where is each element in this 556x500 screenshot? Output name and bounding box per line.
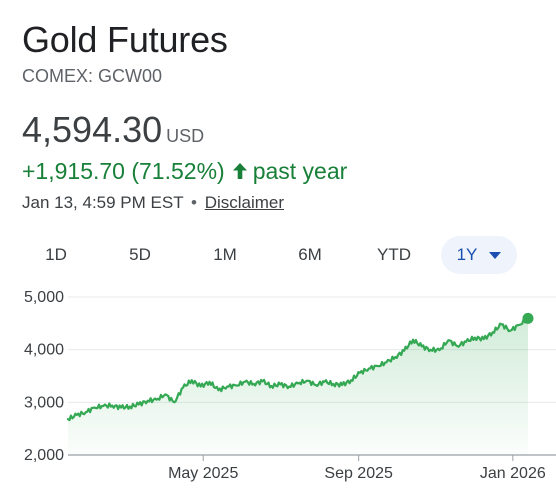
data-point	[508, 329, 512, 333]
range-tabs: 1D 5D 1M 6M YTD 1Y	[0, 236, 556, 276]
arrow-up-icon	[232, 162, 248, 180]
data-point	[455, 344, 459, 348]
data-point	[199, 385, 203, 389]
data-point	[393, 355, 397, 359]
current-price: 4,594.30	[22, 109, 163, 150]
data-point	[402, 349, 406, 353]
data-point	[287, 385, 291, 389]
data-point	[137, 402, 141, 406]
change-period-label: past year	[252, 158, 348, 184]
data-point	[208, 380, 212, 384]
data-point	[482, 337, 486, 341]
data-point	[438, 348, 442, 352]
data-point	[464, 340, 468, 344]
tab-1m[interactable]: 1M	[213, 245, 237, 264]
data-point	[75, 413, 79, 417]
x-tick-label: Jan 2026	[480, 465, 546, 482]
tab-5d[interactable]: 5D	[129, 245, 151, 264]
data-point	[411, 338, 415, 342]
data-point	[296, 381, 300, 385]
x-tick-label: May 2025	[168, 465, 238, 482]
data-point	[146, 399, 150, 403]
data-point	[234, 384, 238, 388]
data-point	[119, 406, 123, 410]
data-point	[163, 392, 167, 396]
tab-1y-label: 1Y	[456, 245, 478, 264]
y-tick-label: 2,000	[24, 447, 64, 464]
data-point	[243, 380, 247, 384]
data-point	[500, 322, 504, 326]
data-point	[155, 398, 159, 402]
data-point	[216, 388, 220, 392]
data-point	[331, 382, 335, 386]
data-point	[252, 382, 256, 386]
data-point	[110, 404, 114, 408]
y-tick-label: 5,000	[24, 289, 64, 306]
data-point	[420, 345, 424, 349]
data-point	[358, 371, 362, 375]
caret-down-icon	[489, 251, 502, 259]
price-chart[interactable]: 5,000 4,000 3,000 2,000 May 2025 Sep 2025 Jan …	[0, 280, 556, 500]
data-point	[446, 338, 450, 342]
data-point	[323, 380, 327, 384]
page-title: Gold Futures	[22, 19, 228, 60]
tab-ytd[interactable]: YTD	[377, 245, 411, 264]
y-tick-label: 3,000	[24, 394, 64, 411]
y-tick-label: 4,000	[24, 342, 64, 359]
price-change-row: +1,915.70 (71.52%) past year	[22, 156, 347, 186]
data-point	[128, 405, 132, 409]
data-point	[190, 378, 194, 382]
latest-price-marker	[522, 312, 534, 324]
data-point	[376, 364, 380, 368]
data-point	[314, 383, 318, 387]
ticker-symbol: COMEX: GCW00	[22, 66, 163, 86]
price-row: 4,594.30 USD	[22, 108, 204, 152]
quote-timestamp: Jan 13, 4:59 PM EST	[22, 193, 184, 212]
tab-6m[interactable]: 6M	[298, 245, 322, 264]
data-point	[270, 384, 274, 388]
data-point	[385, 360, 389, 364]
data-point	[93, 406, 97, 410]
data-point	[261, 379, 265, 383]
data-point	[340, 383, 344, 387]
meta-separator: •	[191, 193, 197, 212]
currency-label: USD	[166, 126, 205, 146]
data-point	[349, 378, 353, 382]
price-chart-svg: 5,000 4,000 3,000 2,000 May 2025 Sep 2025 Jan …	[24, 289, 556, 482]
data-point	[172, 400, 176, 404]
data-point	[517, 323, 521, 327]
data-point	[101, 404, 105, 408]
data-point	[84, 410, 88, 414]
data-point	[367, 367, 371, 371]
data-point	[491, 330, 495, 334]
price-line	[66, 317, 530, 422]
tab-1y[interactable]: 1Y	[441, 236, 517, 274]
data-point	[225, 385, 229, 389]
tab-1d[interactable]: 1D	[45, 245, 67, 264]
data-point	[66, 417, 70, 421]
x-tick-label: Sep 2025	[324, 465, 393, 482]
data-point	[305, 379, 309, 383]
price-change-value: +1,915.70 (71.52%)	[22, 158, 225, 184]
data-point	[181, 386, 185, 390]
data-point	[473, 336, 477, 340]
disclaimer-link[interactable]: Disclaimer	[204, 193, 285, 212]
price-area-fill	[68, 318, 528, 455]
data-point	[429, 348, 433, 352]
quote-meta: Jan 13, 4:59 PM EST • Disclaimer	[22, 192, 284, 214]
data-point	[278, 382, 282, 386]
